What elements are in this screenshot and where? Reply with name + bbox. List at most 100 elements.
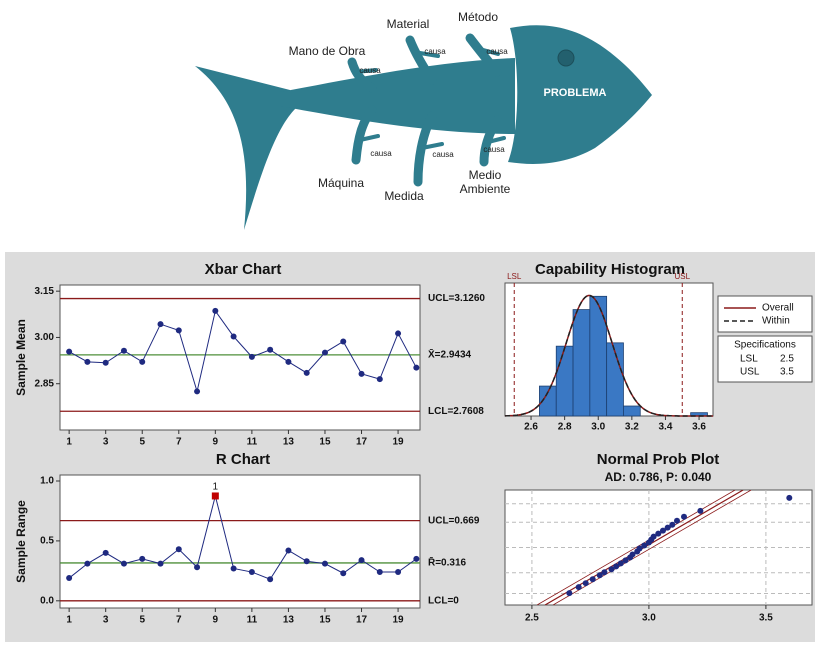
x-tick-label: 9 [213, 615, 219, 626]
point [650, 533, 657, 540]
flagged-point [211, 492, 219, 500]
point [596, 572, 603, 579]
point [786, 494, 793, 501]
spec-limit-label: LSL [507, 272, 522, 281]
point [636, 545, 643, 552]
point [358, 370, 365, 377]
point [194, 564, 201, 571]
spec-cell: LSL [740, 354, 758, 365]
y-tick-label: 3.00 [35, 332, 55, 343]
y-tick-label: 1.0 [40, 476, 54, 487]
point [413, 555, 420, 562]
control-limit-label: LCL=2.7608 [428, 406, 484, 417]
point [139, 555, 146, 562]
problem-label: PROBLEMA [544, 87, 607, 99]
point [655, 530, 662, 537]
point [175, 546, 182, 553]
point [267, 346, 274, 353]
point [120, 347, 127, 354]
cause-label: causa [359, 66, 381, 75]
point [212, 307, 219, 314]
y-axis-label: Sample Range [14, 500, 28, 583]
x-tick-label: 1 [66, 615, 72, 626]
point [669, 521, 676, 528]
x-tick-label: 9 [213, 437, 219, 448]
x-tick-label: 1 [66, 437, 72, 448]
point [659, 527, 666, 534]
spec-cell: 2.5 [780, 354, 794, 365]
point [376, 569, 383, 576]
y-tick-label: 3.15 [35, 286, 55, 297]
point [395, 569, 402, 576]
bar [623, 405, 641, 417]
point [575, 584, 582, 591]
category-label: Medio Ambiente [459, 168, 511, 196]
bar [589, 295, 608, 417]
y-tick-label: 2.85 [35, 378, 55, 389]
bar [555, 345, 574, 417]
point [285, 547, 292, 554]
point [664, 524, 671, 531]
x-tick-label: 2.5 [525, 613, 539, 624]
legend-box [717, 295, 813, 333]
category-label: Material [387, 17, 430, 31]
point [321, 349, 328, 356]
category-label: Medida [384, 189, 424, 203]
fishbone: Mano de Obra causa Material causa Método… [195, 10, 652, 230]
spec-limit-label: USL [674, 272, 690, 281]
fish-body [280, 58, 515, 134]
spec-cell: 3.5 [780, 367, 794, 378]
control-limit-label: X̄=2.9434 [428, 348, 472, 360]
chart-title: Normal Prob Plot [597, 451, 720, 468]
point [673, 517, 680, 524]
category-label: Método [458, 10, 498, 24]
x-tick-label: 17 [356, 437, 368, 448]
point [613, 563, 620, 570]
sub-bones [354, 46, 506, 150]
x-tick-label: 3.0 [591, 422, 605, 433]
x-tick-label: 11 [247, 615, 258, 626]
control-limit-label: UCL=0.669 [428, 515, 480, 526]
cause-label: causa [486, 47, 508, 56]
point [641, 542, 648, 549]
chart-title: R Chart [216, 451, 270, 468]
point [267, 576, 274, 583]
control-limit-label: LCL=0 [428, 595, 459, 606]
point [395, 330, 402, 337]
legend-label: Within [762, 316, 790, 327]
point [629, 551, 636, 558]
x-tick-label: 2.6 [524, 422, 538, 433]
plot-area [59, 284, 421, 431]
bar [572, 309, 591, 417]
x-tick-label: 5 [139, 615, 145, 626]
y-tick-label: 0.5 [40, 536, 54, 547]
x-tick-label: 7 [176, 615, 182, 626]
chart-title: Xbar Chart [205, 261, 282, 278]
x-tick-label: 7 [176, 437, 182, 448]
chart-title: Capability Histogram [535, 261, 685, 278]
y-tick-label: 0.0 [40, 595, 54, 606]
control-limit-label: UCL=3.1260 [428, 293, 485, 304]
category-wrap: Medio Ambiente [459, 168, 511, 196]
point [617, 560, 624, 567]
category-label: Mano de Obra [289, 44, 366, 58]
x-tick-label: 19 [393, 437, 405, 448]
point [303, 369, 310, 376]
spec-cell: USL [740, 367, 760, 378]
point [582, 580, 589, 587]
category-label: Máquina [318, 176, 364, 190]
point [157, 321, 164, 328]
series-line [68, 309, 417, 394]
point [175, 327, 182, 334]
x-tick-label: 3.2 [625, 422, 639, 433]
x-tick-label: 3.0 [642, 613, 656, 624]
cause-label: causa [424, 47, 446, 56]
point [589, 576, 596, 583]
x-tick-label: 2.8 [558, 422, 572, 433]
x-tick-label: 13 [283, 615, 295, 626]
point [66, 575, 73, 582]
point [230, 333, 237, 340]
fish-tail [195, 66, 296, 230]
series-line [68, 495, 417, 580]
